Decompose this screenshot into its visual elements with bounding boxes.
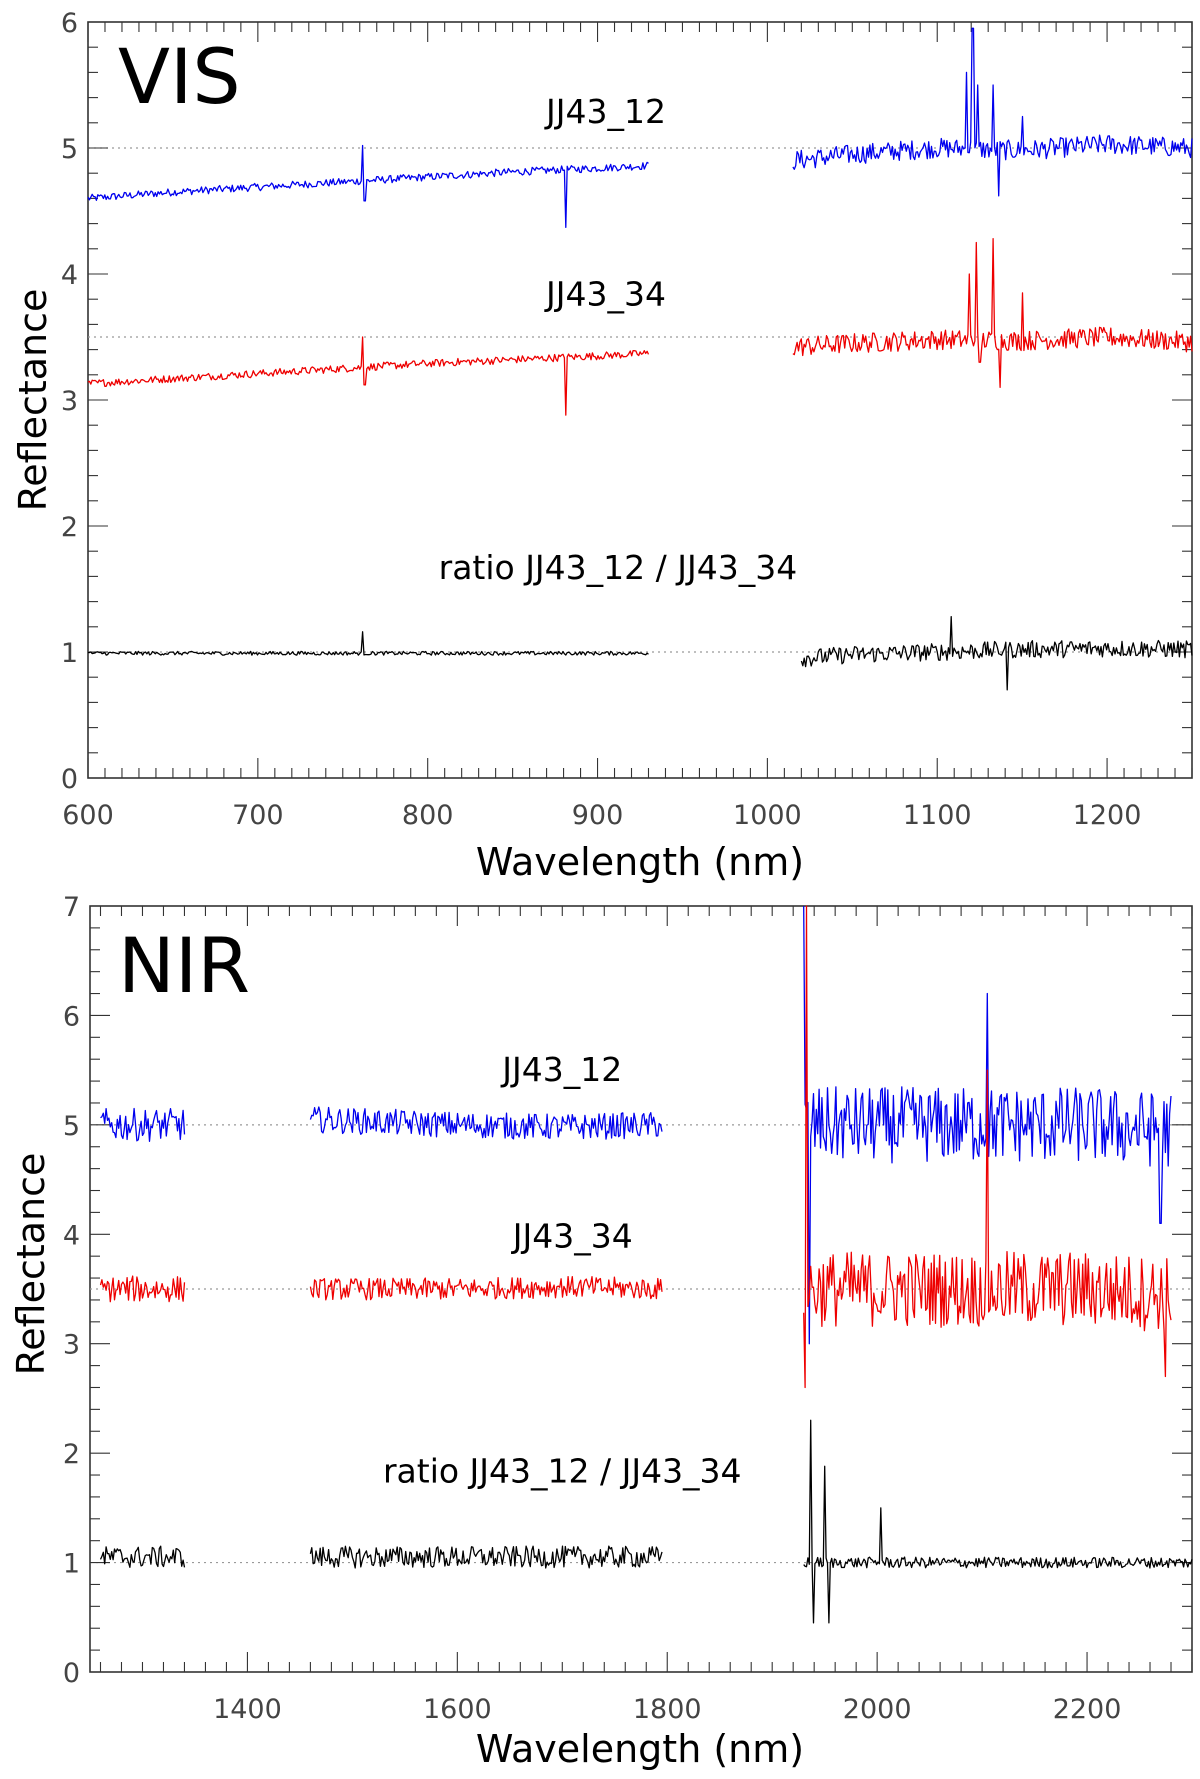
vis-x-tick-label: 600 xyxy=(62,800,114,831)
vis-y-tick-label: 1 xyxy=(61,638,78,669)
nir-panel-label: NIR xyxy=(118,921,250,1010)
vis-line-jj43-12 xyxy=(792,27,1193,197)
nir-x-tick-label: 1600 xyxy=(423,1694,492,1725)
vis-line-jj43-34 xyxy=(792,238,1193,389)
nir-series-label: ratio JJ43_12 / JJ43_34 xyxy=(383,1452,742,1491)
vis-y-tick-label: 3 xyxy=(61,386,78,417)
nir-y-tick-label: 4 xyxy=(63,1220,80,1251)
vis-x-tick-label: 1000 xyxy=(733,800,802,831)
vis-panel: 600 700 800 900 1000 1100 1200 0 1 2 3 4 5 6 JJ43_12… xyxy=(11,8,1193,884)
nir-series-jj43-12 xyxy=(100,905,1172,1345)
nir-line-jj43-12 xyxy=(309,1106,663,1140)
nir-line-jj43-12 xyxy=(803,905,1172,1345)
nir-reference-lines xyxy=(90,1124,1192,1564)
vis-series-jj43-12 xyxy=(87,27,1193,229)
nir-line-ratio-jj43-12-jj43-34 xyxy=(99,1545,186,1568)
nir-x-tick-label: 1400 xyxy=(213,1694,282,1725)
vis-plot-frame xyxy=(87,21,1193,779)
nir-line-jj43-12 xyxy=(100,1107,186,1142)
nir-line-jj43-34 xyxy=(309,1275,663,1301)
nir-x-tick-labels: 1400 1600 1800 2000 2200 xyxy=(213,1694,1121,1725)
vis-x-tick-label: 700 xyxy=(232,800,284,831)
nir-x-tick-label: 2000 xyxy=(843,1694,912,1725)
vis-minor-ticks xyxy=(87,21,1193,779)
vis-x-tick-label: 800 xyxy=(402,800,454,831)
nir-y-tick-labels: 0 1 2 3 4 5 6 7 xyxy=(63,892,80,1689)
nir-y-axis-title: Reflectance xyxy=(9,1153,53,1376)
vis-series-jj43-34 xyxy=(87,238,1193,416)
nir-series-label: JJ43_34 xyxy=(511,1216,633,1255)
nir-series-ratio-jj43-12-jj43-34 xyxy=(99,1419,1193,1624)
vis-y-tick-label: 2 xyxy=(61,512,78,543)
nir-y-tick-label: 5 xyxy=(63,1111,80,1142)
vis-x-tick-label: 1100 xyxy=(903,800,972,831)
nir-x-axis-title: Wavelength (nm) xyxy=(476,1727,804,1771)
nir-series-jj43-34 xyxy=(99,905,1172,1389)
vis-line-ratio-jj43-12-jj43-34 xyxy=(800,616,1193,691)
nir-series xyxy=(99,905,1193,1624)
nir-series-label: JJ43_12 xyxy=(500,1050,622,1089)
nir-y-tick-label: 7 xyxy=(63,892,80,923)
nir-y-tick-label: 3 xyxy=(63,1330,80,1361)
vis-x-tick-label: 1200 xyxy=(1073,800,1142,831)
vis-y-tick-labels: 0 1 2 3 4 5 6 xyxy=(61,8,78,795)
nir-y-tick-label: 0 xyxy=(63,1658,80,1689)
vis-line-ratio-jj43-12-jj43-34 xyxy=(87,631,649,656)
vis-y-tick-label: 5 xyxy=(61,134,78,165)
vis-x-axis-title: Wavelength (nm) xyxy=(476,840,804,884)
nir-y-tick-label: 2 xyxy=(63,1439,80,1470)
nir-line-jj43-34 xyxy=(99,1275,186,1303)
nir-x-tick-label: 1800 xyxy=(633,1694,702,1725)
vis-y-axis-title: Reflectance xyxy=(11,289,55,512)
vis-y-tick-label: 4 xyxy=(61,260,78,291)
nir-y-tick-label: 6 xyxy=(63,1001,80,1032)
vis-line-jj43-34 xyxy=(87,336,650,416)
vis-x-tick-labels: 600 700 800 900 1000 1100 1200 xyxy=(62,800,1141,831)
nir-line-ratio-jj43-12-jj43-34 xyxy=(309,1545,663,1569)
vis-y-tick-label: 6 xyxy=(61,8,78,39)
vis-series-label: JJ43_34 xyxy=(544,275,666,314)
vis-series-label: JJ43_12 xyxy=(544,92,666,131)
vis-series-ratio-jj43-12-jj43-34 xyxy=(87,616,1193,691)
vis-series xyxy=(87,27,1193,691)
vis-x-tick-label: 900 xyxy=(572,800,624,831)
vis-y-tick-label: 0 xyxy=(61,764,78,795)
nir-y-tick-label: 1 xyxy=(63,1549,80,1580)
vis-panel-label: VIS xyxy=(118,32,241,121)
vis-series-label: ratio JJ43_12 / JJ43_34 xyxy=(439,548,798,587)
nir-line-ratio-jj43-12-jj43-34 xyxy=(803,1419,1193,1624)
nir-x-tick-label: 2200 xyxy=(1053,1694,1122,1725)
vis-line-jj43-12 xyxy=(87,144,649,229)
nir-line-jj43-34 xyxy=(803,905,1172,1389)
